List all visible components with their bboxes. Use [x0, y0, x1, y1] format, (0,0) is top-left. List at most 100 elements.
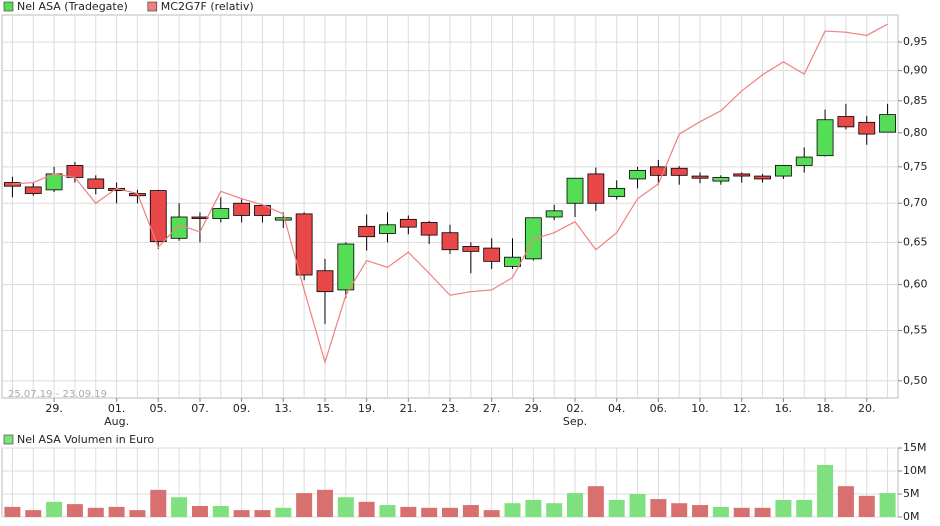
volume-bar [46, 501, 63, 517]
volume-bar [712, 506, 729, 517]
volume-bar [546, 503, 563, 517]
x-tick-label: 06. [650, 402, 668, 415]
candle-body [24, 186, 42, 194]
x-tick-label: 29. [525, 402, 543, 415]
candle-body [149, 190, 167, 242]
candle-body [254, 205, 271, 216]
candle-body [191, 216, 209, 219]
candle-body [879, 114, 896, 133]
x-tick-label: 18. [816, 402, 834, 415]
volume-bar [483, 510, 500, 517]
volume-bar [275, 507, 292, 517]
candle-body [462, 246, 480, 252]
volume-bar [504, 503, 521, 517]
candle-body [441, 232, 459, 251]
candle-body [170, 216, 188, 239]
candle-body [545, 210, 563, 218]
x-tick-label: 13. [275, 402, 293, 415]
candle-body [4, 182, 21, 187]
candle-body [358, 225, 376, 238]
volume-bar [775, 499, 792, 517]
volume-bar [358, 501, 375, 517]
legend-swatch [147, 1, 158, 12]
volume-bar [233, 510, 250, 517]
y-tick-label: 0,80 [903, 126, 928, 139]
volume-bar [462, 505, 479, 517]
volume-bar [671, 503, 688, 517]
y-tick-label: 0M [903, 510, 920, 523]
y-tick-label: 0,55 [903, 324, 928, 337]
x-tick-label: 19. [358, 402, 376, 415]
volume-bar [212, 505, 229, 517]
volume-bar [796, 499, 813, 517]
volume-bar [400, 506, 417, 517]
volume-bar [337, 497, 354, 517]
x-tick-label: 10. [691, 402, 709, 415]
volume-bar [379, 505, 396, 517]
candle-body [670, 167, 688, 176]
candle-body [295, 213, 313, 276]
candle-body [87, 178, 105, 189]
y-tick-label: 10M [903, 464, 927, 477]
x-tick-label: 04. [608, 402, 626, 415]
x-tick-label: 23. [441, 402, 459, 415]
y-tick-label: 0,75 [903, 160, 928, 173]
volume-bar [25, 510, 42, 517]
x-tick-label: 09. [233, 402, 251, 415]
y-tick-label: 0,50 [903, 374, 928, 387]
candle-body [316, 270, 334, 293]
candle-body [691, 175, 709, 179]
candle-body [504, 256, 521, 267]
volume-bar [296, 493, 313, 517]
volume-bar [629, 494, 646, 517]
candle-body [816, 119, 834, 157]
volume-bar [254, 510, 271, 517]
legend-label: Nel ASA Volumen in Euro [17, 433, 154, 446]
volume-bar [66, 504, 83, 517]
volume-bar [817, 465, 834, 517]
candle-body [420, 222, 438, 236]
y-tick-label: 0,95 [903, 35, 928, 48]
volume-bar [442, 507, 458, 517]
date-range: 25.07.19 - 23.09.19 [8, 389, 107, 400]
candle-body [379, 224, 396, 234]
candle-body [274, 217, 292, 221]
x-tick-sublabel: Aug. [104, 415, 129, 428]
candle-body [649, 166, 667, 176]
volume-bar [608, 499, 625, 517]
volume-bar [4, 506, 21, 517]
candle-body [754, 175, 771, 180]
volume-bar [879, 493, 896, 517]
line-series [12, 23, 888, 365]
y-tick-label: 0,70 [903, 196, 928, 209]
candle-body [858, 121, 876, 135]
legend-label: MC2G7F (relativ) [161, 0, 254, 13]
volume-bar [837, 486, 854, 517]
volume-bar [191, 505, 208, 517]
x-tick-label: 29. [45, 402, 63, 415]
volume-bar [129, 510, 146, 517]
y-tick-label: 5M [903, 487, 920, 500]
candle-body [837, 116, 855, 128]
y-tick-label: 0,60 [903, 278, 928, 291]
y-tick-label: 15M [903, 441, 927, 454]
volume-bar [858, 495, 875, 517]
candle-body [774, 165, 792, 177]
candle-body [629, 169, 646, 180]
x-tick-label: 20. [858, 402, 876, 415]
volume-bar [421, 507, 438, 517]
volume-bar [587, 486, 604, 517]
volume-bar [650, 499, 667, 517]
candle-body [483, 247, 501, 262]
x-tick-label: 15. [316, 402, 334, 415]
x-tick-label: 27. [483, 402, 501, 415]
candle-body [566, 177, 584, 204]
x-tick-label: 21. [400, 402, 418, 415]
x-tick-label: 16. [775, 402, 793, 415]
volume-bar [150, 489, 167, 517]
candle-body [587, 173, 605, 204]
x-tick-label: 12. [733, 402, 751, 415]
candle-body [399, 218, 417, 228]
volume-bar [87, 507, 104, 517]
